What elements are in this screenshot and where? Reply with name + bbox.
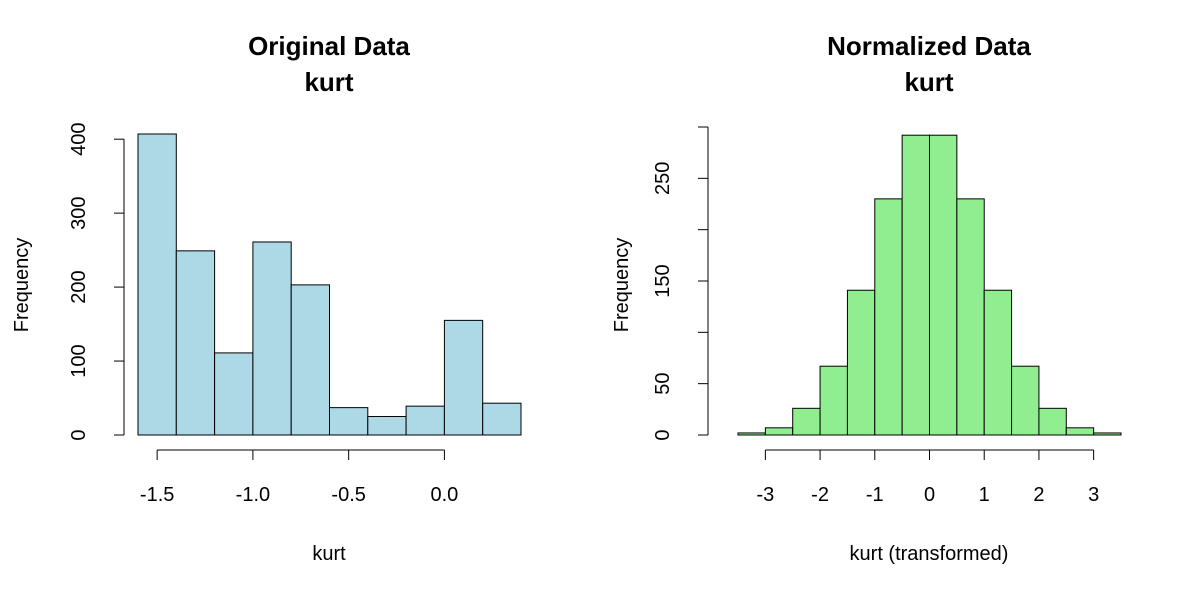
y-tick-label: 0 [652,429,674,440]
histogram-bar [137,133,177,436]
chart-title: Original Data [248,31,410,61]
histogram-bar [1093,432,1122,436]
histogram-bar [901,134,931,436]
x-tick-label: 0 [924,484,935,506]
histogram-bar [214,352,254,436]
y-tick-label: 300 [68,196,90,229]
y-tick-label: 50 [652,373,674,395]
x-axis: -3 -2 -1 0 1 2 3 [756,449,1099,506]
histogram-bar [1038,407,1067,436]
x-axis-label: kurt [312,543,346,565]
x-tick-label: 0.0 [430,484,458,506]
x-tick-label: -1.5 [140,484,174,506]
x-tick-label: -1.0 [236,484,270,506]
y-tick-label: 100 [68,344,90,377]
histogram-bar [175,250,216,436]
chart-subtitle: kurt [304,67,353,97]
bars [137,133,522,436]
y-tick-label: 250 [652,162,674,195]
histogram-bar [983,289,1013,436]
histogram-bar [846,289,876,436]
y-axis: 0 50 150 250 [652,126,709,441]
chart-subtitle: kurt [904,67,953,97]
histogram-bar [764,427,794,436]
bars [737,134,1122,436]
x-axis-label: kurt (transformed) [850,543,1009,565]
x-tick-label: 2 [1033,484,1044,506]
histogram-bar [443,319,484,436]
chart-title: Normalized Data [827,31,1031,61]
histogram-bar [329,407,369,436]
x-tick-label: -0.5 [331,484,365,506]
histogram-bar [252,241,292,436]
y-tick-label: 0 [68,429,90,440]
histogram-bar [405,405,445,436]
histogram-bar [1065,427,1095,436]
histogram-bar [874,198,903,436]
histogram-bar [1011,365,1040,436]
y-axis: 0 100 200 300 400 [68,122,125,441]
x-tick-label: -3 [756,484,774,506]
histogram-bar [367,416,407,436]
histogram-bar [737,432,766,436]
y-axis-label: Frequency [11,238,33,333]
histogram-bar [956,198,985,436]
x-axis: -1.5 -1.0 -0.5 0.0 [140,449,458,506]
histogram-bar [792,407,821,436]
histogram-bar [290,284,331,436]
y-axis-label: Frequency [611,238,633,333]
y-tick-label: 400 [68,122,90,155]
y-tick-label: 150 [652,264,674,297]
x-tick-label: -1 [866,484,884,506]
y-tick-label: 200 [68,270,90,303]
histogram-bar [929,134,958,436]
x-tick-label: -2 [811,484,829,506]
panel-normalized-data: Normalized Data kurt kurt (transformed) … [611,31,1122,565]
histogram-bar [482,402,522,436]
histogram-bar [819,365,848,436]
panel-original-data: Original Data kurt kurt Frequency -1.5 -1… [11,31,522,565]
x-tick-label: 3 [1088,484,1099,506]
x-tick-label: 1 [979,484,990,506]
